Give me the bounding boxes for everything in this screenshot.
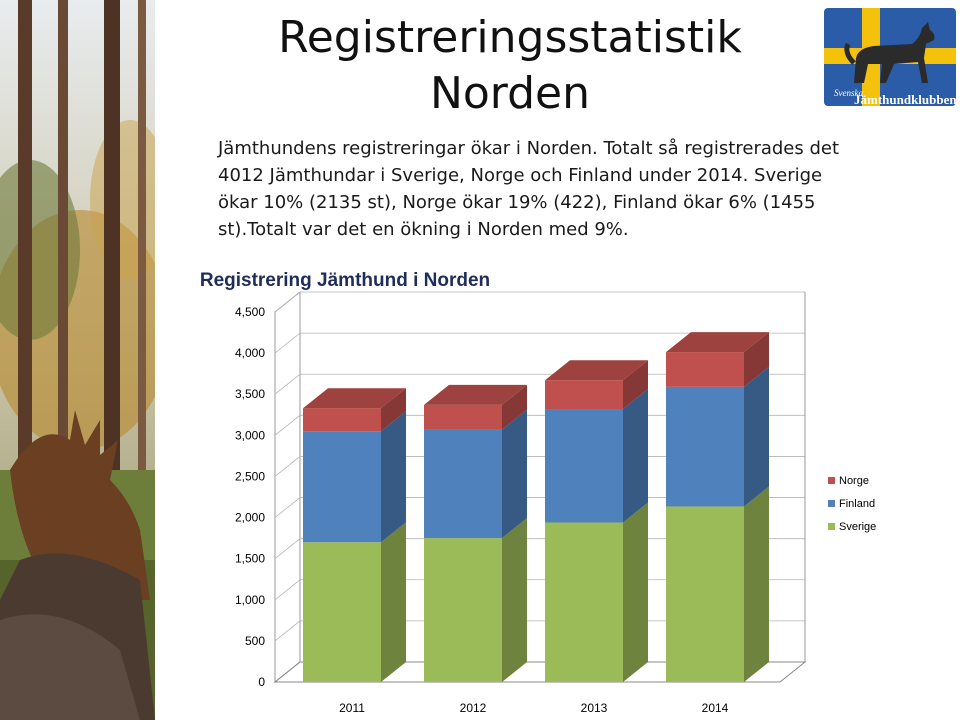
logo-line2: Jämthundklubben — [854, 92, 956, 106]
bar-norge — [424, 404, 502, 430]
bar-top — [424, 384, 527, 405]
bar-finland — [424, 429, 502, 539]
slide-title: Registreringsstatistik Norden — [278, 12, 742, 120]
legend-label-finland: Finland — [839, 498, 875, 510]
bar-side-sverige — [623, 502, 648, 682]
legend-swatch-sverige — [828, 523, 835, 530]
bar-finland — [666, 386, 744, 507]
bar-side-norge — [744, 332, 769, 387]
bar-side-norge — [381, 388, 406, 432]
legend-label-norge: Norge — [839, 475, 869, 487]
bar-top — [545, 360, 648, 381]
logo-line1: Svenska — [834, 88, 863, 98]
body-text: Jämthundens registreringar ökar i Norden… — [218, 138, 840, 240]
x-tick-label: 2011 — [339, 701, 365, 715]
bar-side-finland — [623, 389, 648, 523]
club-logo: Svenska Jämthundklubben — [824, 8, 957, 107]
bar-side-sverige — [502, 518, 527, 682]
y-tick-label: 3,500 — [235, 387, 265, 401]
bar-norge — [303, 408, 381, 432]
chart-title: Registrering Jämthund i Norden — [199, 270, 491, 291]
stacked-bar-chart: 0 500 1,000 1,500 2,000 2,500 3,000 3,500 4,000 4… — [200, 262, 900, 720]
bar-sverige — [545, 522, 623, 682]
bar-finland — [303, 431, 381, 543]
y-tick-label: 3,000 — [235, 428, 265, 442]
x-tick-label: 2014 — [702, 701, 729, 715]
bar-side-sverige — [744, 486, 769, 682]
forest-moose-photo — [0, 0, 155, 720]
y-tick-label: 2,500 — [235, 469, 265, 483]
y-tick-label: 4,000 — [235, 346, 265, 360]
bar-side-norge — [502, 384, 527, 430]
y-tick-label: 1,500 — [235, 552, 265, 566]
gridline — [274, 291, 805, 313]
bar-side-sverige — [381, 522, 406, 682]
bar-sverige — [424, 538, 502, 682]
y-tick-label: 1,000 — [235, 593, 265, 607]
bar-norge — [545, 380, 623, 410]
bar-finland — [545, 409, 623, 523]
bar-sverige — [666, 506, 744, 682]
y-tick-label: 500 — [245, 634, 265, 648]
legend-swatch-finland — [828, 500, 835, 507]
bar-side-norge — [623, 360, 648, 410]
bar-side-finland — [744, 366, 769, 507]
bar-top — [303, 388, 406, 409]
legend-label-sverige: Sverige — [839, 521, 876, 533]
bar-top — [666, 332, 769, 353]
bar-side-finland — [381, 411, 406, 543]
y-tick-label: 0 — [258, 675, 265, 689]
y-tick-label: 2,000 — [235, 511, 265, 525]
x-tick-label: 2013 — [581, 701, 608, 715]
x-tick-label: 2012 — [460, 701, 487, 715]
bar-sverige — [303, 542, 381, 682]
legend-swatch-norge — [828, 477, 835, 484]
gridline — [274, 332, 805, 354]
bar-side-finland — [502, 409, 527, 539]
bar-norge — [666, 352, 744, 387]
y-tick-label: 4,500 — [235, 305, 265, 319]
